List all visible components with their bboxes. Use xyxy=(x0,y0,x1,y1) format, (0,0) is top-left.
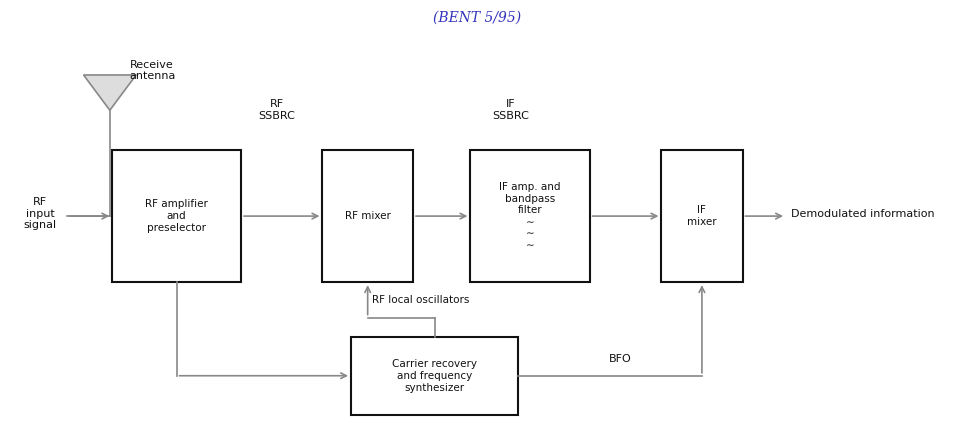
Text: RF amplifier
and
preselector: RF amplifier and preselector xyxy=(145,199,208,233)
Text: Receive
antenna: Receive antenna xyxy=(129,60,176,81)
FancyBboxPatch shape xyxy=(661,150,743,282)
Text: IF amp. and
bandpass
filter
∼
∼
∼: IF amp. and bandpass filter ∼ ∼ ∼ xyxy=(499,182,561,250)
FancyBboxPatch shape xyxy=(351,337,519,415)
FancyBboxPatch shape xyxy=(323,150,413,282)
FancyBboxPatch shape xyxy=(471,150,590,282)
Text: RF
SSBRC: RF SSBRC xyxy=(259,100,295,121)
Text: RF mixer: RF mixer xyxy=(345,211,391,221)
Text: Carrier recovery
and frequency
synthesizer: Carrier recovery and frequency synthesiz… xyxy=(392,359,478,392)
Text: RF
input
signal: RF input signal xyxy=(24,197,57,231)
Text: RF local oscillators: RF local oscillators xyxy=(371,295,469,305)
FancyBboxPatch shape xyxy=(113,150,241,282)
Text: Demodulated information: Demodulated information xyxy=(791,209,934,219)
Text: IF
mixer: IF mixer xyxy=(687,206,717,227)
Polygon shape xyxy=(84,75,137,110)
Text: IF
SSBRC: IF SSBRC xyxy=(493,100,529,121)
Text: (BENT 5/95): (BENT 5/95) xyxy=(434,11,521,25)
Text: BFO: BFO xyxy=(609,355,632,364)
